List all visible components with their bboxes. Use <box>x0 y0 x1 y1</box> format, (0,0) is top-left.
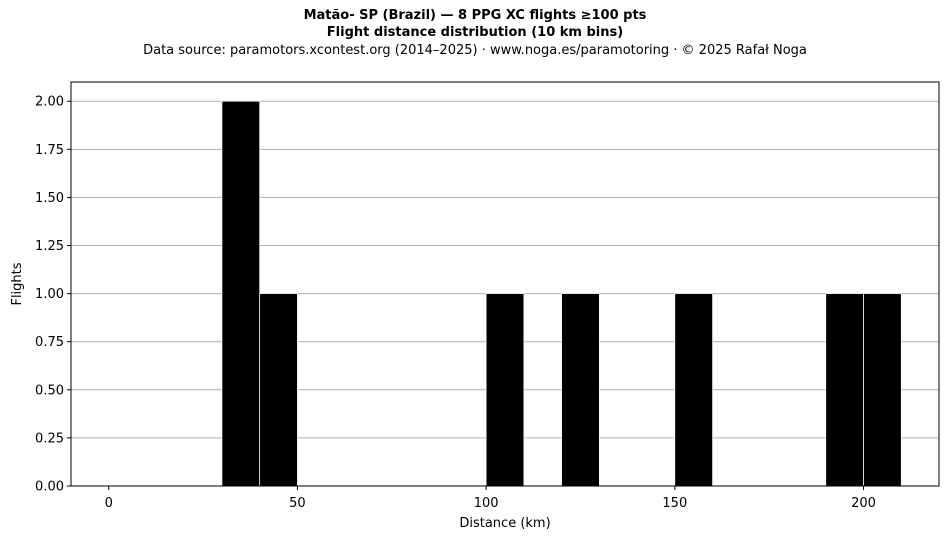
histogram-bar <box>561 293 600 487</box>
x-tick-label: 0 <box>105 496 113 511</box>
y-tick-label: 1.25 <box>35 239 64 254</box>
y-tick-label: 1.50 <box>35 191 64 206</box>
y-tick-label: 1.75 <box>35 143 64 158</box>
y-tick-label: 0.75 <box>35 335 64 350</box>
histogram-bar <box>674 293 713 487</box>
y-tick-label: 0.50 <box>35 383 64 398</box>
histogram-bar <box>221 100 261 487</box>
chart-title: Matão- SP (Brazil) — 8 PPG XC flights ≥1… <box>303 8 647 23</box>
x-tick-label: 100 <box>474 496 499 511</box>
plot-frame <box>70 81 940 487</box>
histogram-bars <box>221 100 902 487</box>
chart-subtitle: Flight distance distribution (10 km bins… <box>326 25 624 40</box>
axis-ticks: 0.00 0.25 0.50 0.75 1.00 1.25 1.50 1.75 2.00 0 50 1… <box>35 95 876 511</box>
histogram-bar <box>259 293 298 487</box>
x-axis-label: Distance (km) <box>459 516 550 531</box>
y-tick-label: 2.00 <box>35 95 64 110</box>
histogram-bar <box>825 293 864 487</box>
x-tick-label: 200 <box>851 496 876 511</box>
histogram-bar <box>485 293 525 487</box>
chart-source-line: Data source: paramotors.xcontest.org (20… <box>143 43 807 58</box>
y-tick-label: 1.00 <box>35 287 64 302</box>
y-tick-label: 0.25 <box>35 431 64 446</box>
histogram-bar <box>863 293 902 487</box>
y-tick-label: 0.00 <box>35 480 64 495</box>
y-axis-label: Flights <box>10 262 25 305</box>
x-tick-label: 50 <box>289 496 306 511</box>
x-tick-label: 150 <box>662 496 687 511</box>
